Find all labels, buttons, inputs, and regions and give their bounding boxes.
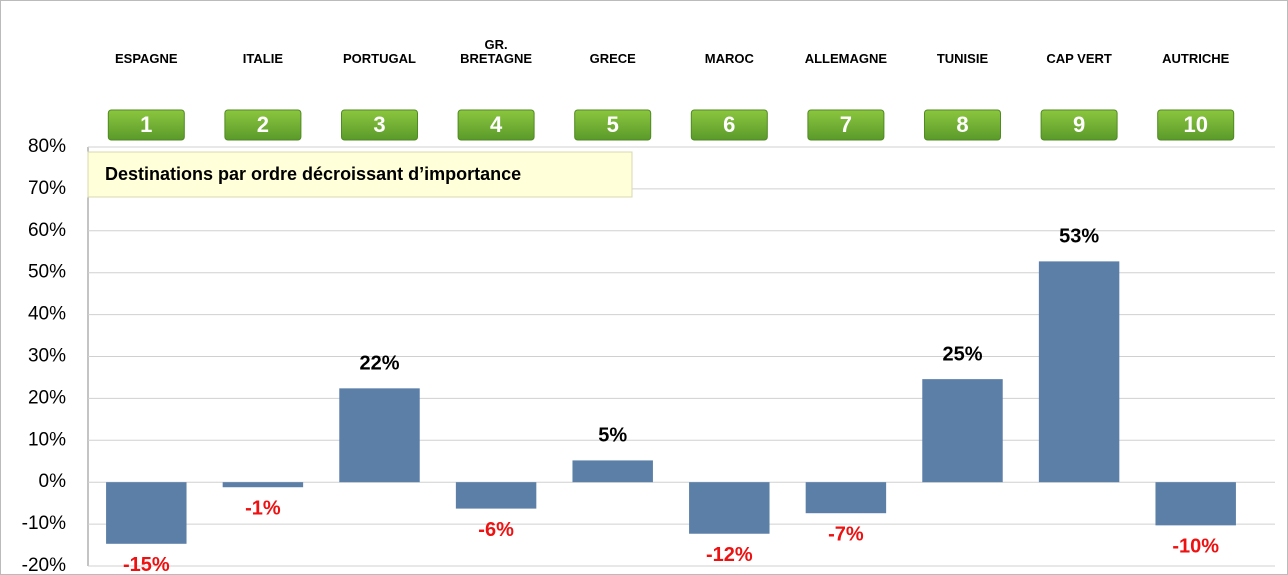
rank-badge (341, 109, 418, 141)
category-label: GRECE (590, 51, 637, 66)
value-label: -12% (706, 544, 753, 566)
y-tick-label: 10% (28, 429, 66, 450)
value-label: -10% (1172, 536, 1219, 558)
rank-badge (807, 109, 885, 141)
bar (1038, 261, 1120, 483)
rank-label: 3 (373, 112, 385, 137)
rank-badge (1157, 109, 1235, 141)
marks (106, 261, 1236, 544)
category-label: MAROC (705, 51, 755, 66)
rank-badge (224, 109, 302, 141)
category-label: ITALIE (243, 51, 284, 66)
rank-badge (690, 109, 768, 141)
value-label: 5% (598, 425, 627, 447)
rank-badge (107, 109, 185, 141)
y-tick-label: -20% (22, 555, 66, 575)
y-tick-label: 30% (28, 346, 66, 367)
rank-label: 7 (840, 112, 852, 137)
y-tick-label: 80% (28, 136, 66, 157)
y-tick-label: 50% (28, 262, 66, 283)
value-label: -7% (828, 523, 864, 545)
value-label: 22% (359, 353, 399, 375)
bar (222, 482, 304, 488)
bar (689, 482, 770, 534)
y-tick-label: 70% (28, 178, 66, 199)
category-label: CAP VERT (1046, 51, 1112, 66)
category-label: TUNISIE (937, 51, 989, 66)
y-tick-label: 0% (39, 471, 67, 492)
value-label: -6% (478, 519, 514, 541)
y-tick-label: 60% (28, 220, 66, 241)
y-tick-label: -10% (22, 513, 66, 534)
value-label: -15% (123, 554, 170, 575)
rank-badge (574, 109, 652, 141)
rank-label: 9 (1073, 112, 1085, 137)
bar (455, 482, 537, 509)
rank-label: 4 (490, 112, 503, 137)
bar (572, 460, 653, 483)
rank-label: 8 (956, 112, 968, 137)
rank-label: 1 (140, 112, 152, 137)
rank-badge (457, 109, 535, 141)
bar (106, 482, 187, 544)
bar (1155, 482, 1236, 526)
annotation-box (87, 151, 633, 198)
value-label: 25% (942, 343, 982, 365)
category-label: ALLEMAGNE (805, 51, 888, 66)
rank-badge (1040, 109, 1118, 141)
rank-badge (924, 109, 1001, 141)
value-label: -1% (245, 498, 281, 520)
annotation: Destinations par ordre décroissant d’imp… (105, 164, 521, 184)
rank-label: 10 (1183, 112, 1207, 137)
bar (805, 482, 887, 514)
category-label: GR. BRETAGNE (460, 37, 532, 66)
category-label: AUTRICHE (1162, 51, 1229, 66)
value-label: 53% (1059, 226, 1099, 248)
rank-label: 5 (607, 112, 619, 137)
rank-label: 2 (257, 112, 269, 137)
y-tick-label: 40% (28, 304, 66, 325)
category-label: ESPAGNE (115, 51, 178, 66)
bar (339, 388, 420, 483)
category-label: PORTUGAL (343, 51, 416, 66)
y-tick-label: 20% (28, 387, 66, 408)
bar (922, 379, 1003, 483)
rank-label: 6 (723, 112, 735, 137)
